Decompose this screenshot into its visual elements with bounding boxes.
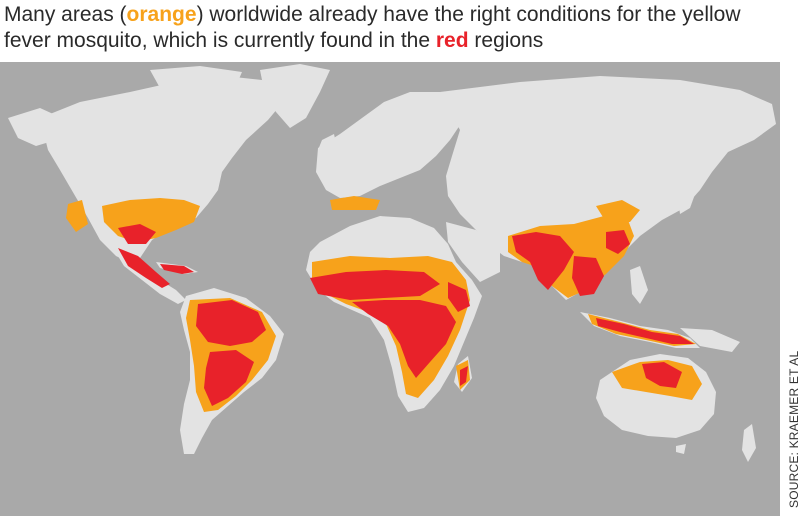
current-southeast-asia (572, 256, 604, 296)
current-indonesia (596, 318, 694, 344)
land-arctic-islands (150, 66, 242, 90)
current-sahel (310, 270, 440, 300)
title-red-keyword: red (435, 29, 469, 52)
current-south-china (606, 230, 630, 254)
current-madagascar (460, 366, 468, 386)
land-north-america (40, 76, 288, 262)
suitable-mediterranean (330, 196, 380, 210)
land-arabia (446, 222, 500, 282)
source-text: SOURCE: KRAEMER ET AL (787, 350, 800, 508)
land-japan (676, 172, 698, 214)
title-part-1: Many areas ( (4, 3, 127, 26)
title-orange-keyword: orange (126, 3, 197, 26)
land-new-guinea (680, 328, 740, 352)
current-us-gulf (118, 224, 156, 244)
land-british-isles (318, 134, 338, 158)
world-map-svg (0, 62, 780, 516)
world-map (0, 62, 780, 516)
land-europe (316, 92, 462, 198)
source-credit: SOURCE: KRAEMER ET AL (782, 68, 800, 508)
current-brazil-north (196, 300, 266, 346)
title-part-2: ) worldwide already have the right condi… (4, 3, 741, 52)
current-india (512, 232, 574, 290)
map-title: Many areas (orange) worldwide already ha… (4, 2, 774, 54)
current-brazil-south (204, 350, 254, 406)
current-east-africa (448, 282, 470, 312)
land-new-zealand (742, 424, 756, 462)
land-alaska (8, 108, 62, 146)
current-central-africa (352, 300, 456, 378)
current-mexico (118, 248, 170, 288)
land-philippines (630, 266, 648, 304)
title-part-3: regions (468, 29, 544, 52)
land-tasmania (676, 444, 686, 454)
land-greenland (260, 64, 330, 128)
current-areas-red (118, 224, 694, 406)
suitable-east-asia (596, 200, 640, 222)
current-caribbean (160, 264, 194, 274)
current-northern-australia (642, 362, 682, 388)
suitable-us-west (66, 200, 88, 232)
